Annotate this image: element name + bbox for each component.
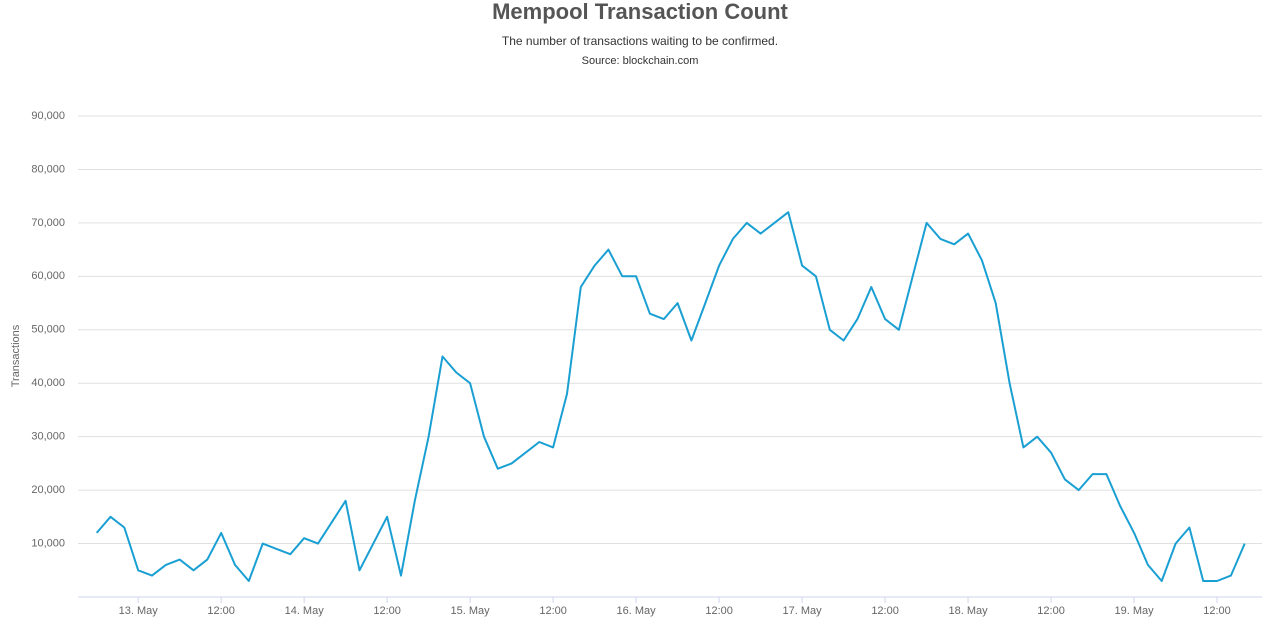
x-tick-label: 12:00 <box>705 605 733 617</box>
x-tick-label: 18. May <box>949 605 989 617</box>
y-tick-label: 20,000 <box>31 484 65 496</box>
y-tick-label: 30,000 <box>31 431 65 443</box>
x-tick-label: 12:00 <box>871 605 899 617</box>
x-tick-label: 12:00 <box>539 605 567 617</box>
y-tick-label: 80,000 <box>31 163 65 175</box>
chart-subtitle: The number of transactions waiting to be… <box>502 34 778 48</box>
y-tick-label: 40,000 <box>31 377 65 389</box>
x-tick-label: 12:00 <box>207 605 235 617</box>
y-tick-label: 90,000 <box>31 110 65 122</box>
x-tick-label: 19. May <box>1114 605 1154 617</box>
y-tick-label: 50,000 <box>31 324 65 336</box>
x-tick-label: 17. May <box>783 605 823 617</box>
chart-title: Mempool Transaction Count <box>492 0 788 24</box>
x-tick-label: 14. May <box>285 605 325 617</box>
x-tick-label: 16. May <box>617 605 657 617</box>
y-tick-label: 60,000 <box>31 270 65 282</box>
y-tick-label: 10,000 <box>31 537 65 549</box>
x-tick-label: 15. May <box>451 605 491 617</box>
x-tick-label: 12:00 <box>373 605 401 617</box>
x-tick-label: 12:00 <box>1037 605 1065 617</box>
x-tick-label: 13. May <box>119 605 159 617</box>
data-line <box>95 211 1246 582</box>
x-tick-label: 12:00 <box>1203 605 1231 617</box>
y-tick-label: 70,000 <box>31 217 65 229</box>
chart-source: Source: blockchain.com <box>582 55 699 67</box>
y-axis-label: Transactions <box>10 324 22 387</box>
